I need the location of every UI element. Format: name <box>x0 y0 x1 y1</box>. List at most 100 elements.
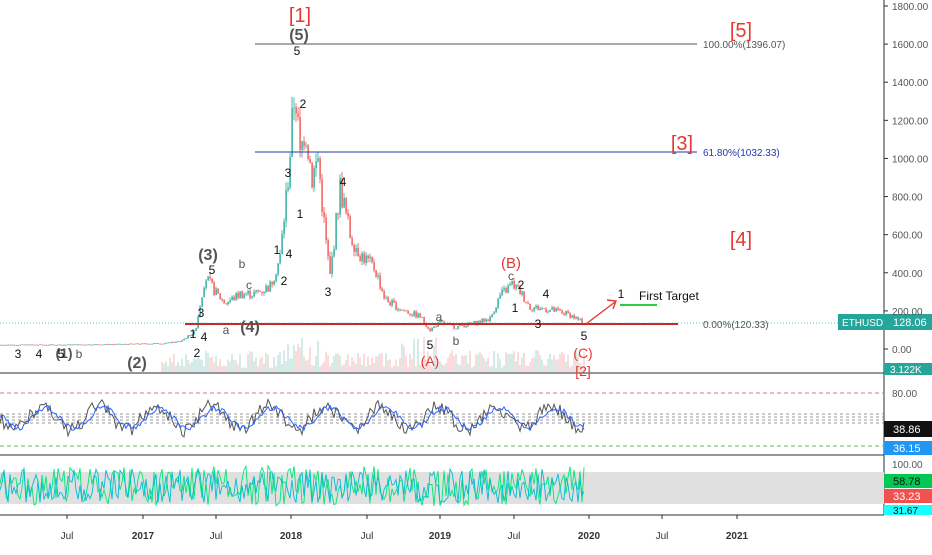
stoch-axis-label: 100.00 <box>892 460 923 471</box>
stoch-k-line[interactable] <box>0 464 585 507</box>
wave-number-label: b <box>453 334 460 348</box>
wave-label-gray-4: (4) <box>240 319 260 336</box>
volume-bar <box>547 359 549 372</box>
price-candle <box>45 344 47 346</box>
wave-number-label: 5 <box>581 329 588 343</box>
stoch-d-line[interactable] <box>0 467 585 504</box>
volume-bar <box>483 358 485 372</box>
volume-bar <box>497 353 499 372</box>
volume-bar <box>481 354 483 372</box>
price-candle <box>177 341 179 343</box>
price-candle <box>439 320 441 323</box>
volume-bar <box>171 362 173 372</box>
volume-bar <box>275 366 277 372</box>
price-candle <box>203 288 205 298</box>
price-candle <box>579 318 581 320</box>
price-candle <box>17 345 19 346</box>
fib-layer[interactable]: 100.00%(1396.07) 61.80%(1032.33) 0.00%(120… <box>0 40 932 376</box>
volume-bar <box>567 355 569 372</box>
price-candle <box>225 303 227 305</box>
price-candle <box>171 341 173 343</box>
price-candle <box>53 344 55 346</box>
volume-bar <box>199 359 201 372</box>
price-candle <box>543 308 545 309</box>
rsi-signal-line[interactable] <box>0 404 585 432</box>
volume-bar <box>397 366 399 372</box>
volume-bar <box>357 353 359 372</box>
price-candle <box>563 313 565 315</box>
price-candle <box>173 341 175 343</box>
volume-bar <box>527 366 529 372</box>
price-candle <box>505 288 507 293</box>
volume-bar <box>323 361 325 372</box>
volume-bar <box>575 351 577 372</box>
price-candle <box>485 319 487 322</box>
price-candle <box>527 302 529 304</box>
price-candle <box>415 311 417 318</box>
price-candle <box>215 288 217 295</box>
volume-bar <box>485 361 487 372</box>
stoch-layer[interactable]: 58.78 33.23 31.67 <box>0 464 932 517</box>
price-value-badge <box>884 314 932 330</box>
annotation-layer[interactable]: [1] [3] [5] [4] (B) (A) (C) [2] (5) (3) (4) (2) (1) F… <box>15 5 752 379</box>
volume-bar <box>283 350 285 372</box>
wave-number-label: c <box>508 269 514 283</box>
price-candle <box>359 256 361 262</box>
price-candle <box>193 331 195 335</box>
price-candle <box>293 107 295 109</box>
price-candle <box>199 306 201 317</box>
volume-bar <box>391 367 393 372</box>
price-candle <box>387 297 389 303</box>
fib-label-618: 61.80%(1032.33) <box>703 148 780 159</box>
wave-number-label: 1 <box>274 243 281 257</box>
volume-bar <box>185 354 187 372</box>
volume-bar <box>553 355 555 372</box>
volume-bar <box>359 357 361 372</box>
wave-number-label: 1 <box>297 207 304 221</box>
price-candle <box>267 285 269 292</box>
price-candle <box>421 317 423 319</box>
wave-number-label: 1 <box>618 287 625 301</box>
price-candle <box>409 313 411 315</box>
price-candle <box>371 256 373 263</box>
volume-bar <box>441 363 443 372</box>
time-axis-label: 2019 <box>429 531 452 542</box>
volume-bar <box>513 351 515 372</box>
volume-bar <box>277 355 279 372</box>
price-candle <box>0 344 1 346</box>
volume-bar <box>555 359 557 372</box>
price-candle <box>507 285 509 293</box>
price-candle <box>321 179 323 212</box>
price-candle <box>95 344 97 346</box>
volume-bar <box>415 366 417 372</box>
price-candle <box>575 317 577 319</box>
volume-bar <box>369 364 371 372</box>
price-candle <box>119 343 121 345</box>
price-candle <box>473 321 475 324</box>
volume-bar <box>529 362 531 372</box>
price-layer[interactable] <box>0 96 585 346</box>
price-candle <box>97 344 99 346</box>
price-candle <box>339 178 341 215</box>
volume-bar <box>583 352 585 372</box>
price-candle <box>161 343 163 345</box>
price-candle <box>405 310 407 312</box>
time-axis-label: 2020 <box>578 531 601 542</box>
price-candle <box>279 254 281 264</box>
price-candle <box>37 344 39 346</box>
price-candle <box>309 159 311 163</box>
rsi-layer[interactable]: 38.86 36.15 <box>0 392 932 455</box>
volume-bar <box>333 356 335 372</box>
volume-bar <box>395 359 397 372</box>
price-candle <box>57 344 59 346</box>
wave-number-label: 5 <box>58 347 65 361</box>
volume-bar <box>551 359 553 372</box>
price-candle <box>141 343 143 345</box>
price-candle <box>397 309 399 311</box>
price-candle <box>561 310 563 314</box>
target-arrow[interactable] <box>585 301 616 325</box>
volume-bar <box>509 354 511 372</box>
price-candle <box>379 275 381 289</box>
